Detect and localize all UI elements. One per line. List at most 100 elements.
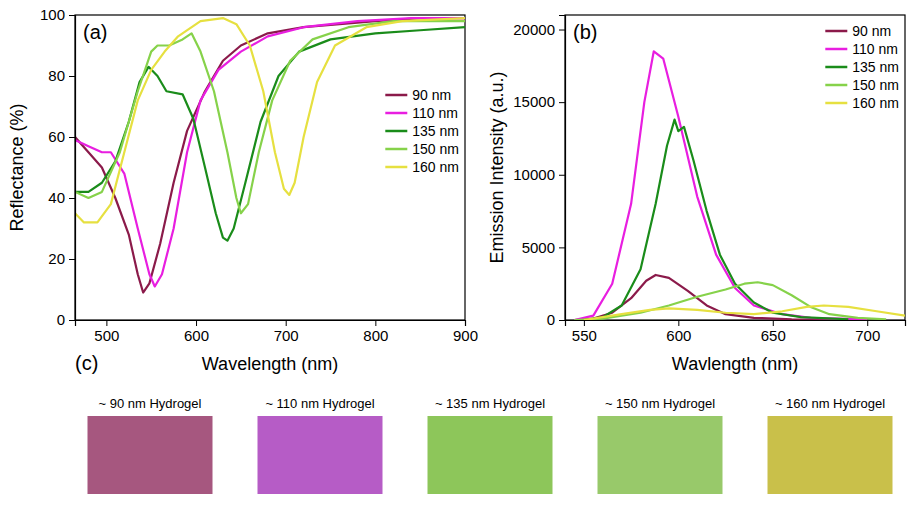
y-tick-label: 40: [48, 189, 65, 206]
x-tick-label: 500: [94, 327, 119, 344]
y-tick-label: 10000: [513, 166, 555, 183]
legend-entry: 135 nm: [825, 59, 899, 75]
y-tick-mark: [559, 30, 565, 31]
series-line: [75, 18, 465, 222]
image-label: ~ 135 nm Hydrogel: [435, 396, 545, 411]
legend-swatch: [825, 66, 847, 69]
legend-entry: 90 nm: [385, 87, 451, 103]
legend-swatch: [825, 102, 847, 105]
legend-entry: 90 nm: [825, 23, 891, 39]
legend-swatch: [385, 166, 407, 169]
legend-swatch: [385, 112, 407, 115]
y-tick-mark: [69, 320, 75, 321]
series-line: [75, 18, 465, 293]
x-axis-line: [566, 321, 906, 327]
y-tick-label: 15000: [513, 93, 555, 110]
legend-entry: 110 nm: [825, 41, 898, 57]
x-tick: 700: [855, 320, 880, 344]
y-tick-label: 20: [48, 250, 65, 267]
series-line: [75, 18, 465, 286]
y-tick-label: 5000: [522, 239, 555, 256]
y-tick-mark: [69, 259, 75, 260]
x-tick-mark: [106, 320, 107, 326]
hydrogel-image: [88, 416, 213, 494]
x-tick: 800: [363, 320, 388, 344]
x-tick-mark: [375, 320, 376, 326]
y-tick: 60: [48, 128, 75, 145]
y-tick-mark: [69, 198, 75, 199]
x-tick-label: 550: [572, 327, 597, 344]
image-label: ~ 90 nm Hydrogel: [99, 396, 202, 411]
legend-swatch: [385, 148, 407, 151]
figure-svg: 500600700800900020406080100Wavelength (n…: [0, 0, 917, 506]
legend-label: 90 nm: [412, 87, 451, 103]
legend-label: 90 nm: [852, 23, 891, 39]
y-tick: 5000: [522, 239, 565, 256]
x-tick-mark: [678, 320, 679, 326]
chart-panel: 500600700800900020406080100Wavelength (n…: [7, 6, 478, 374]
legend-entry: 160 nm: [825, 95, 899, 111]
x-axis-title: Wavlength (nm): [672, 354, 798, 374]
legend-label: 150 nm: [412, 141, 459, 157]
x-tick-mark: [286, 320, 287, 326]
x-tick: 700: [274, 320, 299, 344]
x-axis-line: [76, 321, 466, 327]
x-tick: 900: [453, 320, 478, 344]
y-axis-title: Reflectance (%): [7, 103, 27, 231]
legend-swatch: [825, 84, 847, 87]
legend-label: 135 nm: [412, 123, 459, 139]
series-line: [75, 27, 465, 241]
hydrogel-image: [768, 416, 893, 494]
legend-label: 150 nm: [852, 77, 899, 93]
y-tick: 20: [48, 250, 75, 267]
x-tick-mark: [584, 320, 585, 326]
legend-entry: 135 nm: [385, 123, 459, 139]
x-tick-mark: [196, 320, 197, 326]
y-tick: 80: [48, 67, 75, 84]
legend-swatch: [825, 30, 847, 33]
y-axis: 0 20 40 60 80 100: [40, 6, 76, 328]
y-tick-label: 20000: [513, 21, 555, 38]
y-tick-mark: [559, 175, 565, 176]
x-tick: 550: [572, 320, 597, 344]
legend-swatch: [385, 94, 407, 97]
hydrogel-image: [428, 416, 553, 494]
legend-label: 135 nm: [852, 59, 899, 75]
x-axis: 550 600 650 700: [566, 320, 906, 344]
series-line: [584, 305, 905, 320]
y-tick: 20000: [513, 21, 565, 38]
x-tick-label: 800: [363, 327, 388, 344]
x-tick-mark: [465, 320, 466, 326]
x-tick-label: 600: [666, 327, 691, 344]
series-group: [75, 18, 465, 293]
x-tick-label: 700: [855, 327, 880, 344]
panel-label: (a): [83, 21, 107, 43]
y-tick: 100: [40, 6, 75, 23]
legend: 90 nm110 nm135 nm150 nm160 nm: [385, 87, 459, 175]
y-tick-mark: [69, 15, 75, 16]
y-axis-line: [559, 16, 566, 321]
panel-label: (b): [573, 21, 597, 43]
x-tick-label: 900: [453, 327, 478, 344]
legend-entry: 110 nm: [385, 105, 458, 121]
legend-label: 160 nm: [852, 95, 899, 111]
hydrogel-image: [598, 416, 723, 494]
series-line: [584, 120, 848, 320]
image-panel: (c)~ 90 nm Hydrogel~ 110 nm Hydrogel~ 13…: [75, 352, 893, 494]
legend: 90 nm 110 nm 135 nm 150 nm 160 nm: [825, 23, 899, 111]
y-tick-mark: [559, 320, 565, 321]
x-tick: 600: [666, 320, 691, 344]
y-axis: 05000100001500020000: [513, 16, 565, 329]
plot-frame: [75, 15, 465, 320]
legend-entry: 150 nm: [825, 77, 899, 93]
image-label: ~ 110 nm Hydrogel: [265, 396, 374, 411]
x-tick-label: 650: [761, 327, 786, 344]
y-axis-line: [69, 16, 76, 321]
plot-frame: [565, 15, 905, 320]
image-label: ~ 160 nm Hydrogel: [775, 396, 885, 411]
x-tick-label: 600: [184, 327, 209, 344]
legend-swatch: [385, 130, 407, 133]
legend-label: 110 nm: [852, 41, 898, 57]
x-tick-mark: [867, 320, 868, 326]
y-tick: 0: [57, 311, 75, 328]
